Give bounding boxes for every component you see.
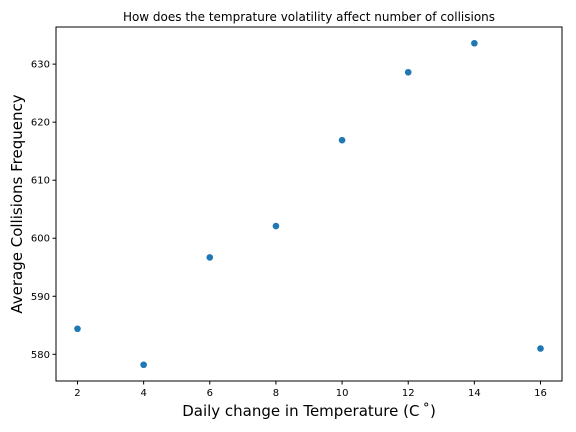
y-axis-label: Average Collisions Frequency	[8, 94, 26, 313]
y-tick-label: 630	[31, 60, 50, 71]
x-tick-label: 8	[273, 388, 279, 399]
data-point	[206, 254, 214, 261]
data-point	[404, 68, 412, 76]
y-tick-label: 590	[31, 292, 50, 303]
data-point	[338, 136, 346, 144]
y-tick-label: 620	[31, 118, 50, 129]
x-tick-label: 12	[402, 388, 415, 399]
x-axis-label: Daily change in Temperature (C ˚)	[182, 402, 436, 420]
x-axis: 2 4 6 8 10 12 14 16	[74, 381, 547, 399]
data-point	[537, 345, 544, 352]
x-tick-label: 14	[468, 388, 481, 399]
data-point	[140, 361, 147, 369]
y-axis: 580 590 600 610 620 630	[31, 60, 56, 361]
chart-title: How does the temprature volatility affec…	[123, 10, 495, 24]
x-tick-label: 6	[207, 388, 213, 399]
data-points	[74, 39, 544, 369]
x-tick-label: 2	[74, 388, 80, 399]
y-tick-label: 610	[31, 176, 50, 187]
data-point	[272, 222, 280, 230]
plot-frame	[55, 26, 563, 382]
y-tick-label: 580	[31, 350, 50, 361]
y-tick-label: 600	[31, 234, 50, 245]
x-tick-label: 10	[336, 388, 349, 399]
data-point	[74, 325, 81, 333]
x-tick-label: 16	[534, 388, 547, 399]
data-point	[471, 39, 478, 47]
x-tick-label: 4	[140, 388, 146, 399]
